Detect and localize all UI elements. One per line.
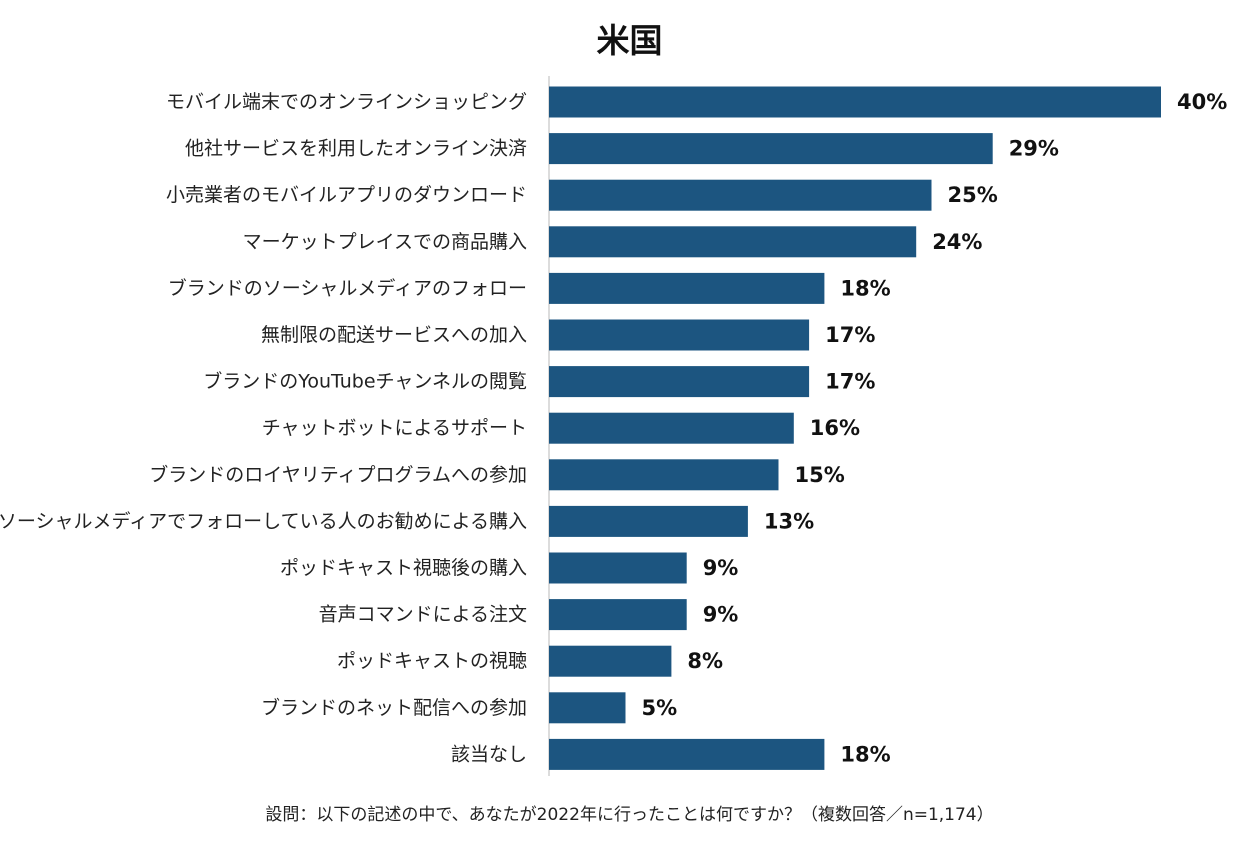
bar xyxy=(549,319,810,351)
category-label: 無制限の配送サービスへの加入 xyxy=(261,324,527,346)
value-label: 24% xyxy=(932,230,982,254)
bar xyxy=(549,692,626,724)
value-label: 25% xyxy=(948,183,998,207)
value-label: 29% xyxy=(1009,137,1059,161)
value-label: 16% xyxy=(810,416,860,440)
bar xyxy=(549,552,687,584)
value-label: 5% xyxy=(642,696,678,720)
value-label: 9% xyxy=(703,603,739,627)
bar xyxy=(549,505,748,537)
category-label: 小売業者のモバイルアプリのダウンロード xyxy=(166,184,527,206)
bar xyxy=(549,366,810,398)
bar xyxy=(549,738,825,770)
bar xyxy=(549,599,687,631)
category-label: マーケットプレイスでの商品購入 xyxy=(243,231,527,253)
category-label: ブランドのYouTubeチャンネルの閲覧 xyxy=(203,370,527,393)
bar xyxy=(549,645,672,677)
value-label: 8% xyxy=(687,649,723,673)
category-label: ポッドキャストの視聴 xyxy=(337,650,527,672)
category-label: 音声コマンドによる注文 xyxy=(319,604,527,626)
category-label: ソーシャルメディアでフォローしている人のお勧めによる購入 xyxy=(0,510,527,532)
value-label: 18% xyxy=(840,742,890,766)
bar xyxy=(549,272,825,304)
value-label: 17% xyxy=(825,323,875,347)
value-label: 18% xyxy=(840,276,890,300)
category-label: モバイル端末でのオンラインショッピング xyxy=(166,91,527,113)
chart-title: 米国 xyxy=(596,21,663,60)
bar xyxy=(549,412,794,444)
bar xyxy=(549,179,932,211)
value-label: 15% xyxy=(795,463,845,487)
value-label: 9% xyxy=(703,556,739,580)
value-label: 17% xyxy=(825,370,875,394)
category-label: ブランドのソーシャルメディアのフォロー xyxy=(168,276,527,299)
category-label: 該当なし xyxy=(451,743,527,765)
bar xyxy=(549,226,917,258)
bar xyxy=(549,459,779,491)
chart-footnote: 設問：以下の記述の中で、あなたが2022年に行ったことは何ですか？（複数回答／n… xyxy=(265,805,994,825)
category-label: チャットボットによるサポート xyxy=(262,417,527,439)
category-label: 他社サービスを利用したオンライン決済 xyxy=(185,138,527,160)
bar xyxy=(549,86,1161,118)
value-label: 40% xyxy=(1177,90,1227,114)
category-label: ポッドキャスト視聴後の購入 xyxy=(280,557,527,579)
category-label: ブランドのネット配信への参加 xyxy=(261,696,527,719)
value-label: 13% xyxy=(764,509,814,533)
category-label: ブランドのロイヤリティプログラムへの参加 xyxy=(149,463,527,486)
bar xyxy=(549,133,993,165)
